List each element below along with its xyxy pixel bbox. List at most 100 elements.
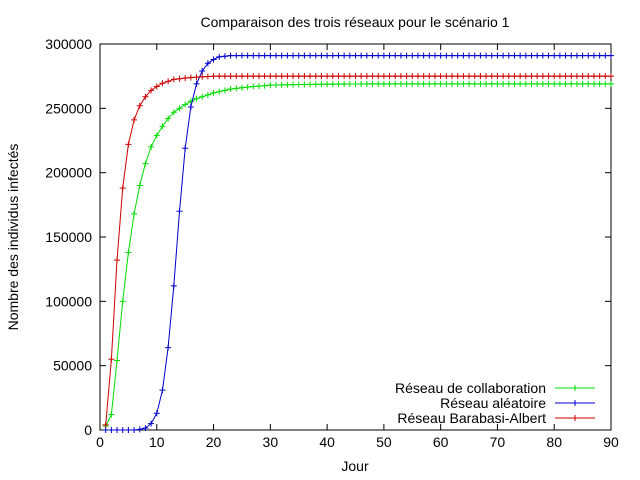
data-point (187, 74, 194, 81)
data-point (608, 73, 614, 80)
data-point (466, 73, 473, 80)
data-point (380, 73, 387, 80)
data-point (375, 52, 382, 59)
data-point (573, 80, 580, 87)
data-point (290, 73, 297, 80)
data-point (233, 52, 240, 59)
data-point (227, 86, 234, 93)
data-point (176, 75, 183, 82)
data-point (131, 116, 138, 123)
data-point (324, 81, 331, 88)
data-point (108, 356, 115, 363)
data-point (335, 73, 342, 80)
data-point (454, 80, 461, 87)
x-tick-label: 10 (149, 434, 165, 450)
data-point (545, 52, 552, 59)
data-point (278, 81, 285, 88)
data-point (108, 411, 115, 418)
data-point (165, 78, 172, 85)
data-point (182, 101, 189, 108)
data-point (210, 56, 217, 63)
data-point (102, 427, 109, 433)
data-point (312, 73, 319, 80)
data-point (210, 89, 217, 96)
data-point (295, 52, 302, 59)
data-point (341, 52, 348, 59)
data-point (176, 208, 183, 215)
data-point (221, 73, 228, 80)
data-point (119, 298, 126, 305)
series-1 (102, 52, 614, 433)
data-point (131, 210, 138, 217)
data-point (573, 52, 580, 59)
data-point (517, 73, 524, 80)
data-point (466, 52, 473, 59)
data-point (210, 73, 217, 80)
x-tick-label: 60 (433, 434, 449, 450)
data-point (170, 109, 177, 116)
data-point (153, 410, 160, 417)
data-point (466, 80, 473, 87)
legend-label: Réseau Barabasi-Albert (397, 410, 546, 426)
data-point (568, 80, 575, 87)
data-point (505, 52, 512, 59)
data-point (114, 257, 121, 264)
data-point (369, 73, 376, 80)
data-point (324, 73, 331, 80)
series-0 (102, 80, 614, 430)
data-point (324, 52, 331, 59)
data-point (511, 80, 518, 87)
data-point (352, 73, 359, 80)
data-point (562, 52, 569, 59)
series-layer (102, 52, 614, 433)
data-point (579, 73, 586, 80)
data-point (307, 73, 314, 80)
data-point (278, 52, 285, 59)
data-point (244, 73, 251, 80)
data-point (346, 52, 353, 59)
data-point (199, 93, 206, 100)
data-point (414, 80, 421, 87)
data-point (335, 52, 342, 59)
data-point (182, 145, 189, 152)
data-point (142, 93, 149, 100)
data-point (131, 427, 138, 433)
data-point (148, 87, 155, 94)
data-point (556, 80, 563, 87)
data-point (500, 52, 507, 59)
data-point (534, 73, 541, 80)
data-point (449, 73, 456, 80)
data-point (397, 73, 404, 80)
data-point (136, 102, 143, 109)
data-point (142, 425, 149, 432)
data-point (148, 143, 155, 150)
data-point (369, 52, 376, 59)
data-point (159, 387, 166, 394)
data-point (386, 80, 393, 87)
data-point (545, 73, 552, 80)
data-point (363, 52, 370, 59)
legend-marker (572, 385, 578, 391)
data-point (409, 73, 416, 80)
x-tick-label: 90 (603, 434, 619, 450)
data-point (488, 73, 495, 80)
data-point (233, 73, 240, 80)
data-point (585, 80, 592, 87)
data-point (358, 52, 365, 59)
data-point (573, 73, 580, 80)
data-point (443, 52, 450, 59)
y-tick-label: 0 (84, 422, 92, 438)
data-point (590, 52, 597, 59)
data-point (505, 73, 512, 80)
y-tick-label: 300000 (45, 36, 92, 52)
data-point (227, 52, 234, 59)
x-tick-label: 0 (96, 434, 104, 450)
data-point (255, 83, 262, 90)
data-point (301, 81, 308, 88)
data-point (505, 80, 512, 87)
data-point (273, 82, 280, 89)
data-point (165, 115, 172, 122)
data-point (255, 52, 262, 59)
data-point (437, 80, 444, 87)
data-point (443, 80, 450, 87)
